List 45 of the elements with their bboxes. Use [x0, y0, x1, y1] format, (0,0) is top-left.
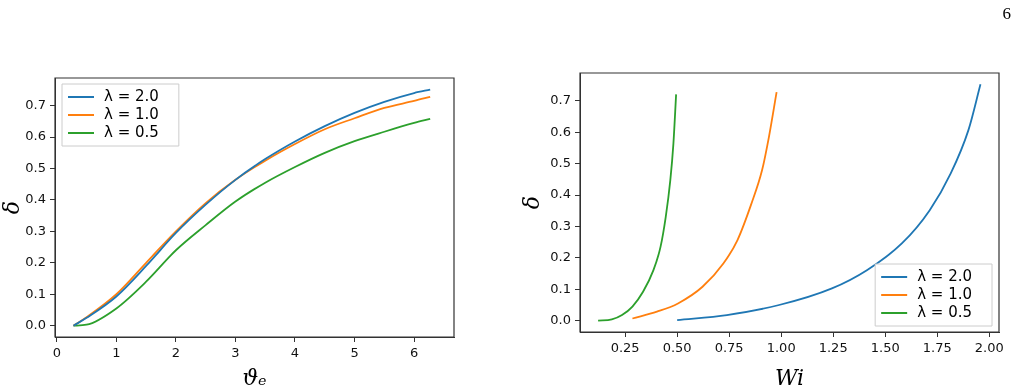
line-series — [631, 91, 778, 320]
legend-label: λ = 1.0 — [917, 284, 973, 303]
y-tick-label: 0.1 — [25, 285, 46, 301]
y-tick-label: 0.6 — [550, 123, 571, 139]
y-tick-label: 0.3 — [25, 222, 46, 238]
y-tick-label: 0.7 — [25, 97, 46, 113]
x-axis-title: ϑₑ — [242, 364, 267, 390]
y-axis-title: δ — [518, 195, 544, 210]
x-tick-label: 1.50 — [870, 340, 900, 356]
x-axis-title: Wi — [774, 364, 805, 390]
y-tick-label: 0.1 — [550, 280, 571, 296]
x-tick-label: 0.50 — [662, 340, 692, 356]
text: 6 — [1002, 4, 1011, 24]
y-tick-label: 0.0 — [25, 317, 46, 333]
x-tick-label: 0.25 — [610, 340, 640, 356]
x-tick-label: 1.00 — [766, 340, 796, 356]
x-tick-label: 1.25 — [818, 340, 848, 356]
y-tick-label: 0.3 — [550, 217, 571, 233]
legend-label: λ = 1.0 — [104, 104, 159, 123]
legend-label: λ = 2.0 — [104, 86, 159, 105]
x-tick-label: 1 — [112, 345, 121, 361]
y-tick-label: 0.0 — [550, 312, 571, 328]
x-tick-label: 0.75 — [714, 340, 744, 356]
y-tick-label: 0.4 — [550, 186, 571, 202]
y-tick-label: 0.5 — [550, 155, 571, 171]
y-axis-title: δ — [0, 200, 24, 215]
x-tick-label: 3 — [231, 345, 240, 361]
y-tick-label: 0.7 — [550, 92, 571, 108]
y-tick-label: 0.2 — [25, 254, 46, 270]
x-tick-label: 6 — [409, 345, 419, 361]
legend-label: λ = 0.5 — [104, 122, 159, 141]
y-tick-label: 0.2 — [550, 249, 571, 265]
y-tick-label: 0.6 — [25, 128, 46, 144]
legend-label: λ = 2.0 — [917, 266, 973, 285]
y-tick-label: 0.5 — [25, 159, 46, 175]
line-series — [597, 93, 678, 322]
x-tick-label: 4 — [290, 345, 300, 361]
x-tick-label: 2.00 — [974, 340, 1004, 356]
x-tick-label: 0 — [52, 345, 61, 361]
line-series — [676, 83, 982, 321]
legend-label: λ = 0.5 — [917, 302, 973, 321]
x-tick-label: 5 — [350, 345, 359, 361]
y-tick-label: 0.4 — [25, 191, 46, 207]
x-tick-label: 1.75 — [922, 340, 952, 356]
x-tick-label: 2 — [171, 345, 181, 361]
